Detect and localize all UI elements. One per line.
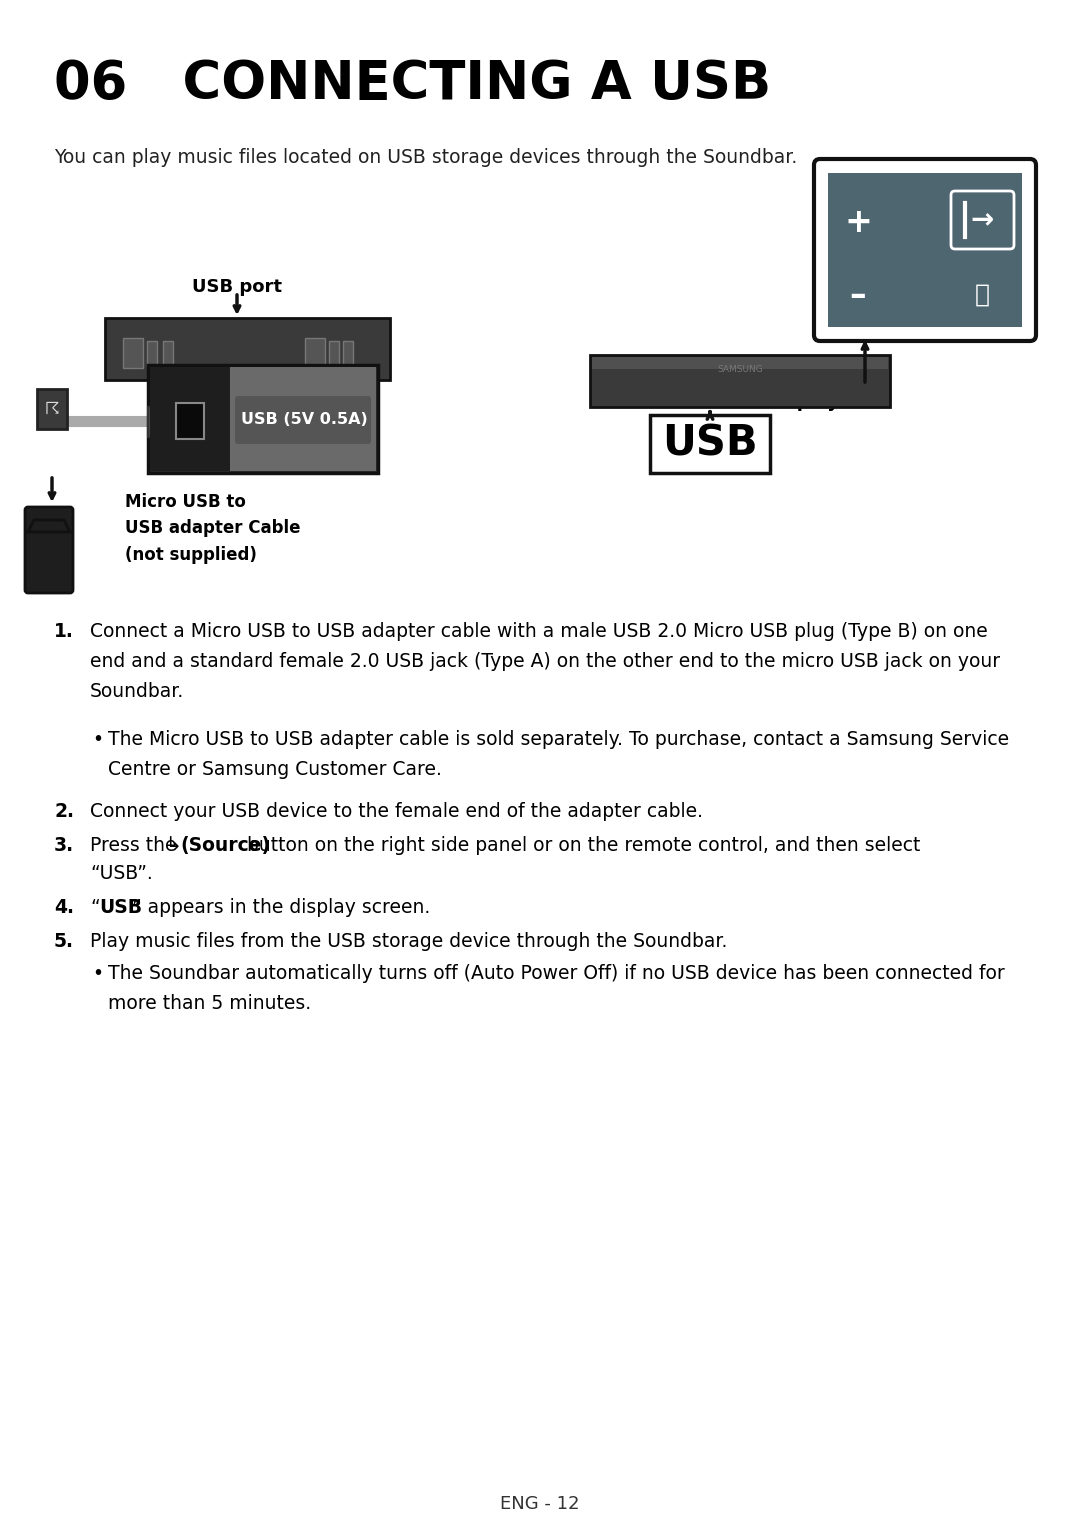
FancyBboxPatch shape: [650, 415, 770, 473]
Text: ENG - 12: ENG - 12: [500, 1495, 580, 1514]
Text: ⏻: ⏻: [974, 283, 989, 306]
FancyBboxPatch shape: [828, 173, 1022, 326]
FancyBboxPatch shape: [123, 339, 143, 368]
Text: –: –: [850, 279, 866, 311]
Text: 06   CONNECTING A USB: 06 CONNECTING A USB: [54, 58, 771, 110]
Text: USB: USB: [662, 423, 758, 466]
Text: Connect a Micro USB to USB adapter cable with a male USB 2.0 Micro USB plug (Typ: Connect a Micro USB to USB adapter cable…: [90, 622, 1000, 700]
FancyBboxPatch shape: [235, 395, 372, 444]
Text: 1.: 1.: [54, 622, 73, 640]
Text: USB (5V 0.5A): USB (5V 0.5A): [241, 412, 367, 426]
FancyBboxPatch shape: [305, 339, 325, 368]
Text: Play music files from the USB storage device through the Soundbar.: Play music files from the USB storage de…: [90, 931, 727, 951]
FancyBboxPatch shape: [147, 342, 157, 365]
Text: ” appears in the display screen.: ” appears in the display screen.: [132, 898, 430, 918]
FancyBboxPatch shape: [590, 355, 890, 408]
FancyBboxPatch shape: [163, 342, 173, 365]
Text: 4.: 4.: [54, 898, 75, 918]
Text: The Soundbar automatically turns off (Auto Power Off) if no USB device has been : The Soundbar automatically turns off (Au…: [108, 964, 1004, 1013]
Text: ☈: ☈: [44, 400, 59, 418]
FancyBboxPatch shape: [150, 368, 230, 470]
Text: “USB”.: “USB”.: [90, 864, 152, 882]
Text: button on the right side panel or on the remote control, and then select: button on the right side panel or on the…: [241, 836, 920, 855]
Text: •: •: [92, 964, 103, 984]
Text: (Source): (Source): [180, 836, 271, 855]
Text: The Micro USB to USB adapter cable is sold separately. To purchase, contact a Sa: The Micro USB to USB adapter cable is so…: [108, 731, 1009, 778]
Text: Press the: Press the: [90, 836, 183, 855]
Text: You can play music files located on USB storage devices through the Soundbar.: You can play music files located on USB …: [54, 149, 797, 167]
Text: •: •: [92, 731, 103, 749]
FancyBboxPatch shape: [230, 368, 376, 470]
FancyBboxPatch shape: [814, 159, 1036, 342]
Text: 5.: 5.: [54, 931, 75, 951]
Polygon shape: [28, 519, 70, 532]
FancyBboxPatch shape: [329, 342, 339, 365]
FancyBboxPatch shape: [343, 342, 353, 365]
FancyBboxPatch shape: [148, 365, 378, 473]
Text: Display: Display: [765, 394, 839, 411]
Text: “: “: [90, 898, 99, 918]
Text: 3.: 3.: [54, 836, 75, 855]
Text: Connect your USB device to the female end of the adapter cable.: Connect your USB device to the female en…: [90, 801, 703, 821]
Text: →: →: [970, 205, 994, 234]
FancyBboxPatch shape: [148, 408, 166, 437]
FancyBboxPatch shape: [37, 389, 67, 429]
FancyBboxPatch shape: [176, 403, 204, 440]
Text: +: +: [845, 207, 872, 239]
Text: 2.: 2.: [54, 801, 75, 821]
Text: ↳: ↳: [165, 836, 187, 855]
Text: Micro USB to
USB adapter Cable
(not supplied): Micro USB to USB adapter Cable (not supp…: [125, 493, 300, 564]
FancyBboxPatch shape: [105, 319, 390, 380]
Text: USB port: USB port: [192, 277, 282, 296]
Text: SAMSUNG: SAMSUNG: [717, 365, 762, 374]
Text: USB: USB: [99, 898, 143, 918]
FancyBboxPatch shape: [592, 357, 888, 369]
FancyBboxPatch shape: [951, 192, 1014, 250]
FancyBboxPatch shape: [25, 507, 73, 593]
